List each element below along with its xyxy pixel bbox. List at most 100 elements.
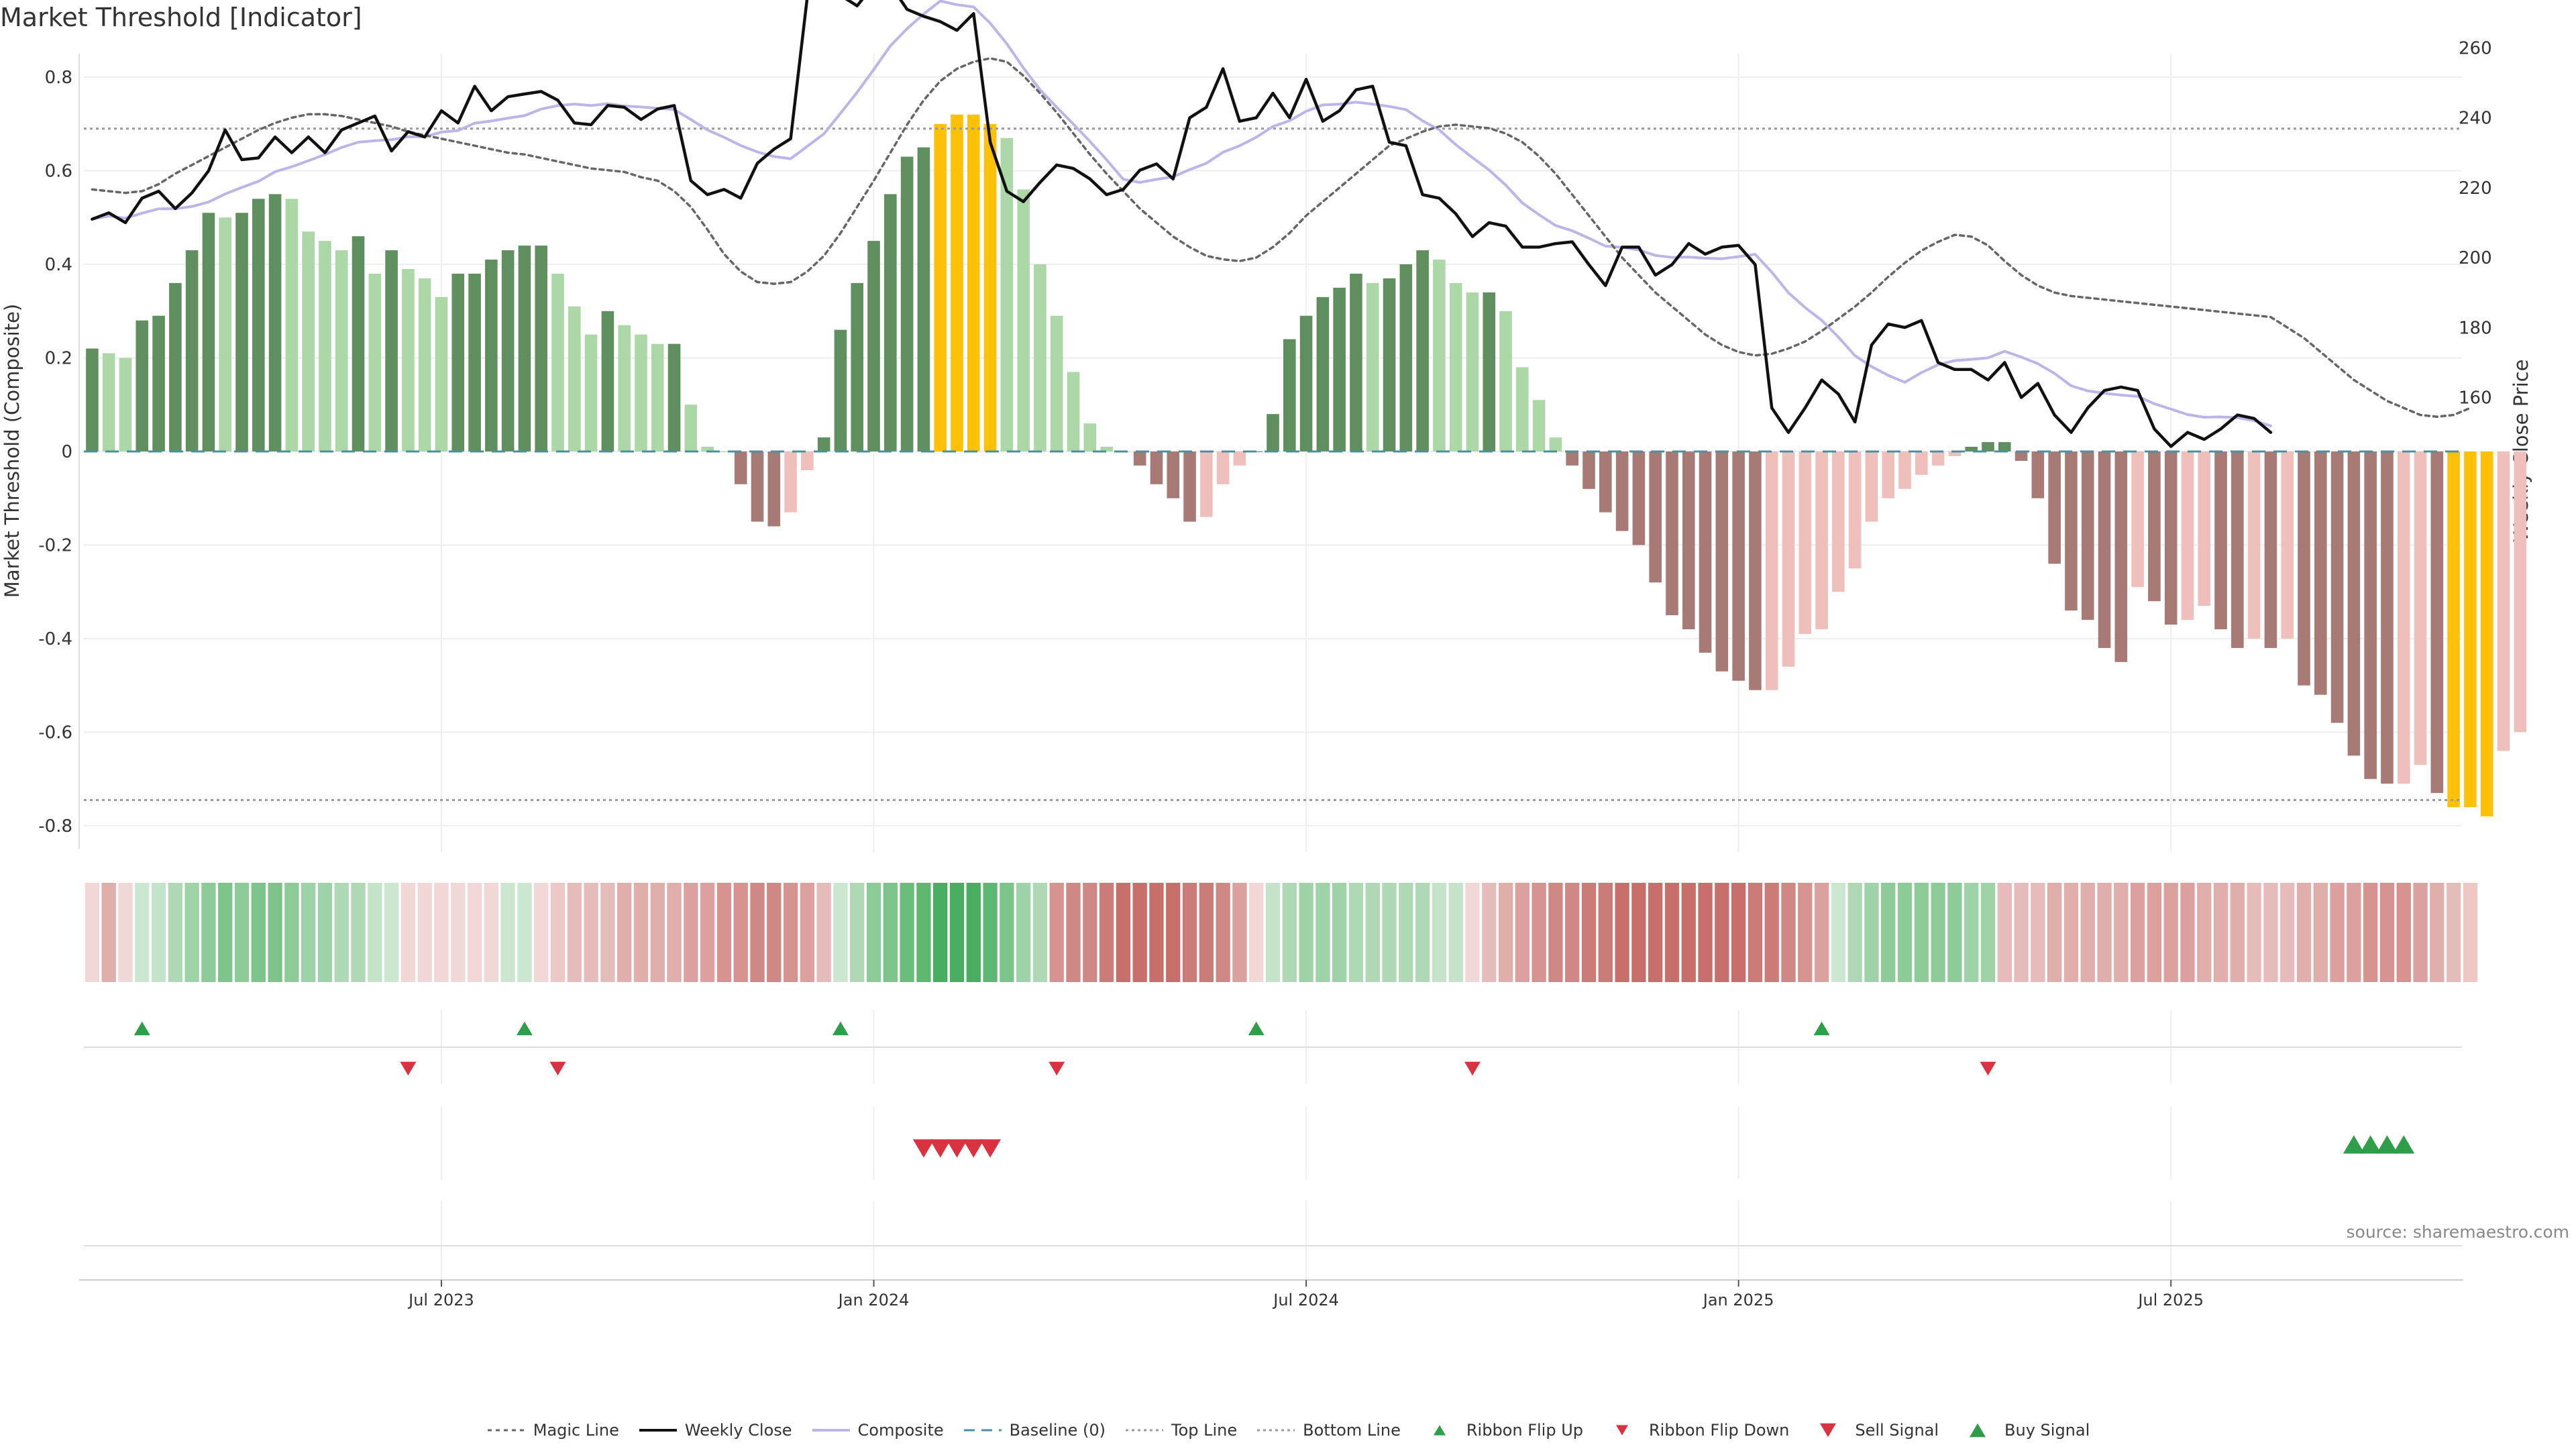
ribbon-cell: [101, 883, 116, 982]
composite-bar: [535, 246, 548, 451]
ribbon-cell: [1997, 883, 2012, 982]
composite-bar: [568, 306, 581, 451]
composite-bar: [1399, 264, 1413, 451]
composite-bar: [385, 250, 398, 451]
composite-bar: [1566, 451, 1579, 466]
ribbon-cell: [783, 883, 798, 982]
composite-bar: [1732, 451, 1745, 681]
left-tick-label: -0.6: [38, 723, 72, 743]
composite-bar: [1466, 292, 1479, 451]
ribbon-cell: [1715, 883, 1729, 982]
ribbon-cell: [1831, 883, 1846, 982]
ribbon-cell: [2379, 883, 2395, 982]
ribbon-cell: [1348, 883, 1364, 982]
composite-bar: [2065, 451, 2078, 611]
legend-item: Composite: [811, 1421, 944, 1440]
ribbon-cell: [1166, 883, 1181, 982]
composite-bar: [2497, 451, 2510, 751]
composite-bar: [2430, 451, 2444, 794]
composite-bar: [1000, 138, 1014, 452]
ribbon-cell: [1798, 883, 1813, 982]
ribbon-cell: [1299, 883, 1313, 982]
composite-bar: [1915, 451, 1928, 475]
composite-bar: [1682, 451, 1695, 630]
composite-bar: [1183, 451, 1196, 522]
composite-bar: [1017, 189, 1030, 451]
composite-bar: [2015, 451, 2028, 461]
composite-bar: [418, 278, 431, 451]
composite-bar: [2298, 451, 2310, 686]
ribbon-cell: [268, 883, 282, 982]
composite-bar: [684, 405, 698, 451]
ribbon-cell: [234, 883, 250, 982]
ribbon-cell: [733, 883, 748, 982]
composite-bar: [667, 343, 681, 451]
ribbon-cell: [1781, 883, 1796, 982]
composite-bar: [983, 123, 997, 451]
composite-bar: [2247, 451, 2261, 639]
ribbon-cell: [949, 883, 965, 982]
ribbon-cell: [2413, 883, 2428, 982]
ribbon-cell: [1216, 883, 1230, 982]
ribbon-cell: [1947, 883, 1962, 982]
composite-bar: [1383, 278, 1396, 451]
composite-bar: [718, 451, 731, 452]
ribbon-cell: [451, 883, 466, 982]
composite-bar: [119, 358, 132, 451]
ribbon-cell: [1814, 883, 1829, 982]
legend-swatch: [487, 1429, 525, 1432]
ribbon-cell: [1532, 883, 1546, 982]
composite-bar: [1965, 447, 1978, 451]
composite-bar: [767, 451, 781, 527]
weekly-close-line: [91, 0, 2273, 448]
ribbon-flip-down-marker: [400, 1061, 417, 1076]
ribbon-cell: [833, 883, 848, 982]
ribbon-cell: [2180, 883, 2195, 982]
legend-item: Top Line: [1124, 1421, 1237, 1440]
ribbon-cell: [1332, 883, 1347, 982]
ribbon-cell: [1581, 883, 1597, 982]
legend-item: Ribbon Flip Down: [1602, 1421, 1789, 1440]
composite-bar: [2114, 451, 2128, 662]
left-axis-label: Market Threshold (Composite): [1, 304, 23, 598]
composite-bar: [1483, 292, 1496, 451]
composite-bar: [1782, 451, 1795, 667]
ribbon-cell: [1648, 883, 1663, 982]
x-tick-label: Jul 2025: [2137, 1291, 2204, 1309]
ribbon-cell: [2130, 883, 2145, 982]
sell-signal-marker: [979, 1139, 1002, 1158]
composite-bar: [1982, 442, 1994, 451]
ribbon-cell: [2446, 883, 2461, 982]
x-tick-label: Jul 2024: [1272, 1291, 1339, 1309]
ribbon-cell: [633, 883, 649, 982]
ribbon-cell: [368, 883, 382, 982]
composite-bar: [867, 241, 880, 451]
composite-bar: [2447, 451, 2460, 808]
ribbon-cell: [2197, 883, 2212, 982]
composite-bar: [1848, 451, 1862, 569]
composite-bar: [1749, 451, 1762, 690]
composite-bar: [884, 194, 897, 451]
composite-bar: [2330, 451, 2344, 723]
composite-bar: [934, 123, 947, 451]
legend-item: Baseline (0): [963, 1421, 1106, 1440]
ribbon-cell: [118, 883, 133, 982]
composite-bar: [252, 199, 265, 451]
composite-bar: [2198, 451, 2211, 606]
composite-bar: [635, 334, 647, 451]
composite-bar: [1233, 451, 1246, 466]
composite-line: [91, 0, 2272, 427]
composite-bar: [202, 213, 215, 451]
ribbon-cell: [1548, 883, 1563, 982]
composite-bar: [2098, 451, 2111, 648]
ribbon-cell: [1382, 883, 1397, 982]
ribbon-cell: [1365, 883, 1380, 982]
legend-item: Magic Line: [486, 1421, 619, 1440]
composite-bar: [2148, 451, 2161, 602]
composite-bar: [368, 273, 382, 451]
legend-item: Ribbon Flip Up: [1419, 1421, 1583, 1440]
ribbon-cell: [1897, 883, 1913, 982]
ribbon-cell: [1099, 883, 1114, 982]
ribbon-cell: [351, 883, 366, 982]
